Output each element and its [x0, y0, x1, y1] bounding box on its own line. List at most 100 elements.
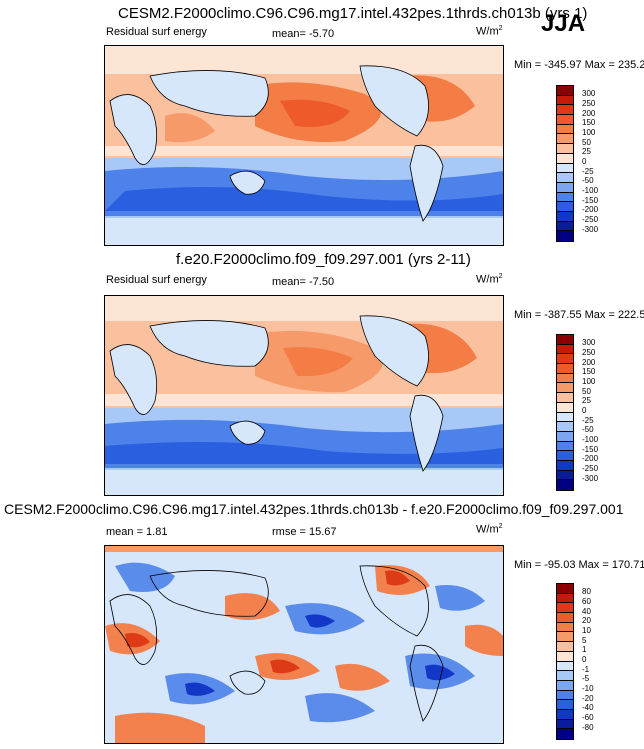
panel3-color-cell [557, 729, 573, 739]
panel2-color-cell [557, 335, 573, 345]
panel3-level-label: 10 [582, 626, 591, 635]
panel1-color-cell [557, 86, 573, 96]
panel3-level-label: -80 [582, 723, 594, 732]
panel1-color-cell [557, 134, 573, 145]
panel3-colorbar [556, 583, 574, 740]
panel2-level-label: 0 [582, 406, 587, 415]
panel2-colorbar [556, 334, 574, 491]
panel1-level-label: 50 [582, 138, 591, 147]
panel3-level-label: 0 [582, 655, 587, 664]
panel2-subtitle: Residual surf energy [106, 274, 207, 286]
panel1-level-label: 200 [582, 109, 596, 118]
panel1-minmax: Min = -345.97 Max = 235.21 [514, 59, 644, 71]
panel1-color-cell [557, 231, 573, 241]
panel1-title: CESM2.F2000climo.C96.C96.mg17.intel.432p… [118, 5, 588, 22]
panel1-mean: mean= -5.70 [272, 28, 335, 40]
panel2-color-cell [557, 460, 573, 471]
panel1-color-cell [557, 192, 573, 203]
panel1-color-cell [557, 221, 573, 232]
panel3-level-label: 5 [582, 636, 587, 645]
panel3-color-cell [557, 700, 573, 710]
panel3-color-cell [557, 661, 573, 672]
panel3-color-cell [557, 680, 573, 691]
panel3-color-cell [557, 593, 573, 604]
panel1-level-label: -100 [582, 186, 599, 195]
panel1-level-label: 150 [582, 118, 596, 127]
panel1-level-label: -200 [582, 205, 599, 214]
panel3-level-label: 80 [582, 587, 591, 596]
panel1-subtitle: Residual surf energy [106, 26, 207, 38]
panel3-color-cell [557, 613, 573, 623]
panel2-color-cell [557, 480, 573, 490]
panel2-color-cell [557, 354, 573, 365]
panel3-minmax: Min = -95.03 Max = 170.71 [514, 559, 644, 571]
panel2-color-cell [557, 344, 573, 355]
panel2-color-cell [557, 383, 573, 394]
panel2-level-label: -100 [582, 435, 599, 444]
panel1-colorbar [556, 85, 574, 242]
panel3-level-label: -10 [582, 684, 594, 693]
panel2-color-cell [557, 412, 573, 423]
panel3-color-cell [557, 719, 573, 730]
panel1-color-cell [557, 211, 573, 222]
panel3-level-label: 20 [582, 616, 591, 625]
panel3-level-label: -60 [582, 713, 594, 722]
panel1-level-label: -250 [582, 215, 599, 224]
panel1-level-label: 250 [582, 99, 596, 108]
panel2-level-label: -200 [582, 454, 599, 463]
panel1-color-cell [557, 95, 573, 106]
panel2-map [104, 295, 504, 496]
panel1-map [104, 45, 504, 246]
panel2-level-label: 250 [582, 348, 596, 357]
panel3-color-cell [557, 642, 573, 652]
panel3-level-label: -1 [582, 665, 590, 674]
panel2-minmax: Min = -387.55 Max = 222.52 [514, 309, 644, 321]
panel1-color-cell [557, 124, 573, 135]
panel3-level-label: 60 [582, 597, 591, 606]
panel3-level-label: -5 [582, 674, 590, 683]
panel2-level-label: 50 [582, 387, 591, 396]
panel3-color-cell [557, 651, 573, 662]
panel3-color-cell [557, 622, 573, 633]
panel3-color-cell [557, 709, 573, 720]
panel3-color-cell [557, 584, 573, 594]
panel1-color-cell [557, 202, 573, 212]
panel3-level-label: 1 [582, 645, 587, 654]
panel1-level-label: 25 [582, 147, 591, 156]
panel1-color-cell [557, 105, 573, 116]
panel1-color-cell [557, 163, 573, 174]
panel3-level-label: -20 [582, 694, 594, 703]
panel1-color-cell [557, 153, 573, 164]
panel2-level-label: 200 [582, 358, 596, 367]
panel3-color-cell [557, 671, 573, 681]
panel3-color-cell [557, 690, 573, 701]
panel1-level-label: 100 [582, 128, 596, 137]
panel2-level-label: -300 [582, 474, 599, 483]
panel3-units: W/m2 [476, 523, 503, 536]
panel2-title: f.e20.F2000climo.f09_f09.297.001 (yrs 2-… [176, 251, 471, 268]
panel1-level-label: -25 [582, 167, 594, 176]
panel1-color-cell [557, 115, 573, 125]
panel3-mean: mean = 1.81 [106, 526, 168, 538]
panel2-color-cell [557, 441, 573, 452]
season-label: JJA [541, 10, 586, 37]
panel3-map [104, 545, 504, 744]
panel1-color-cell [557, 144, 573, 154]
panel2-level-label: 300 [582, 338, 596, 347]
panel2-level-label: -25 [582, 416, 594, 425]
panel1-level-label: 300 [582, 89, 596, 98]
panel1-color-cell [557, 173, 573, 183]
panel2-color-cell [557, 393, 573, 403]
panel1-color-cell [557, 182, 573, 193]
panel2-mean: mean= -7.50 [272, 276, 335, 288]
panel2-units: W/m2 [476, 273, 503, 286]
panel2-level-label: 150 [582, 367, 596, 376]
panel2-color-cell [557, 402, 573, 413]
panel2-level-label: 25 [582, 396, 591, 405]
panel1-level-label: -50 [582, 176, 594, 185]
panel2-level-label: -50 [582, 425, 594, 434]
panel3-title: CESM2.F2000climo.C96.C96.mg17.intel.432p… [4, 501, 624, 517]
panel1-level-label: -300 [582, 225, 599, 234]
panel3-color-cell [557, 603, 573, 614]
panel1-units: W/m2 [476, 25, 503, 38]
